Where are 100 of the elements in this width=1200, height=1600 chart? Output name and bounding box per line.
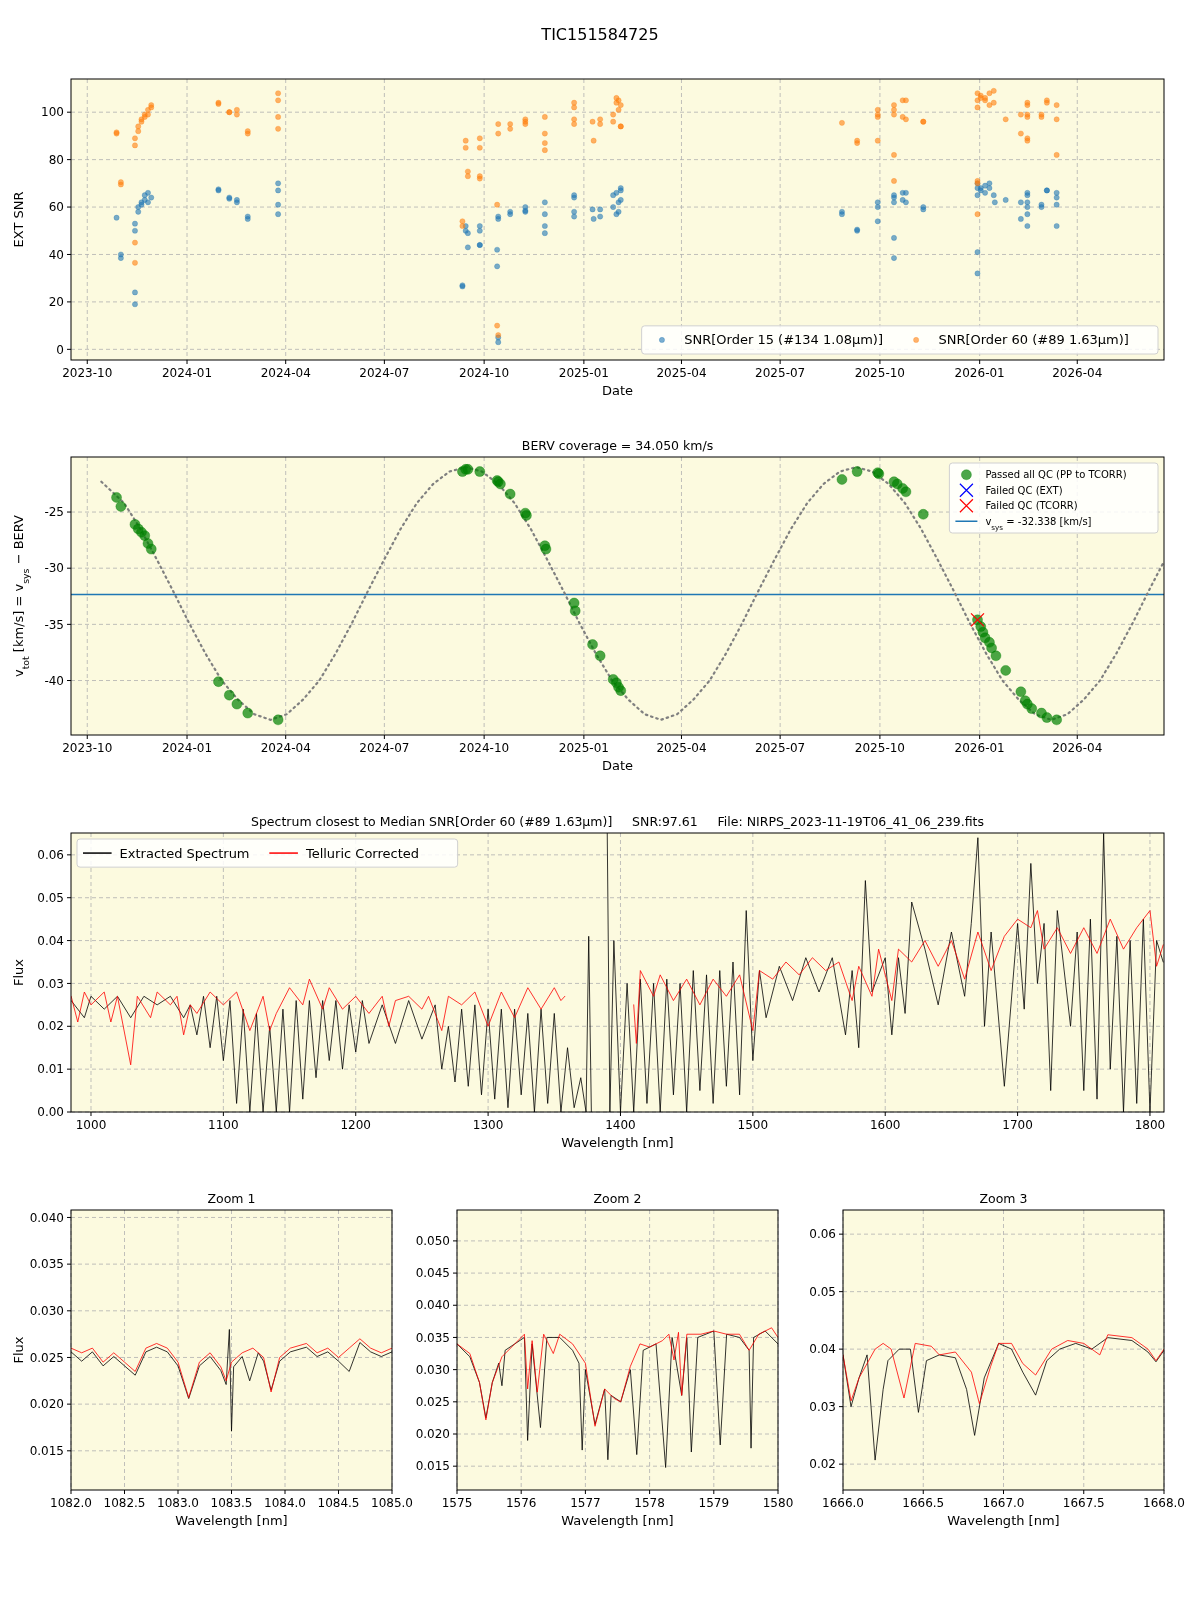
x-tick-label: 1700: [1002, 1118, 1033, 1132]
x-tick-label: 2025-07: [755, 366, 806, 380]
y-axis-title: Flux: [11, 1336, 26, 1364]
y-tick-label: 100: [41, 105, 64, 120]
x-tick-label: 2024-01: [161, 366, 213, 380]
x-tick-label: 1800: [1134, 1118, 1166, 1132]
y-tick-label: 0.02: [809, 1457, 836, 1472]
y-tick-label: 80: [48, 152, 64, 167]
legend-label: Telluric Corrected: [304, 845, 420, 861]
x-tick-label: 2024-10: [459, 366, 510, 380]
y-tick-label: 0.035: [415, 1330, 450, 1345]
x-tick-label: 2025-10: [854, 741, 905, 755]
x-tick-label: 1085.0: [371, 1496, 413, 1510]
y-tick-label: 0.020: [415, 1427, 450, 1442]
x-tick-label: 2024-04: [260, 741, 311, 755]
x-tick-label: 1575: [441, 1496, 473, 1510]
y-tick-label: 0.03: [37, 976, 64, 991]
y-tick-label: 20: [48, 295, 64, 310]
x-tick-label: 2025-04: [656, 366, 707, 380]
y-tick-label: -30: [44, 561, 64, 576]
y-tick-label: -40: [44, 673, 64, 688]
x-tick-label: 2024-10: [459, 741, 510, 755]
x-tick-label: 2025-07: [755, 741, 806, 755]
x-tick-label: 2026-04: [1052, 741, 1103, 755]
y-tick-label: 0.040: [29, 1210, 64, 1225]
x-axis-title: Date: [601, 758, 634, 773]
x-tick-label: 1082.5: [103, 1496, 146, 1510]
y-tick-label: 0.06: [37, 848, 64, 863]
legend-label: Extracted Spectrum: [119, 845, 250, 861]
y-tick-label: 0.045: [415, 1266, 450, 1281]
y-tick-label: 0.030: [29, 1304, 64, 1318]
x-tick-label: 1666.0: [822, 1496, 864, 1510]
x-tick-label: 2025-01: [558, 741, 609, 755]
chart-title: Zoom 1: [207, 1191, 256, 1206]
y-tick-label: 0.040: [415, 1298, 450, 1313]
y-tick-label: 0.030: [415, 1362, 450, 1377]
y-tick-label: 0.050: [415, 1234, 450, 1249]
legend-label: SNR[Order 15 (#134 1.08μm)]: [684, 332, 884, 348]
legend-label: Failed QC (TCORR): [985, 500, 1078, 512]
x-tick-label: 1083.5: [210, 1496, 253, 1510]
y-tick-label: 0.02: [37, 1019, 64, 1034]
y-tick-label: 0.035: [29, 1257, 64, 1272]
y-tick-label: 0.06: [809, 1227, 836, 1242]
x-tick-label: 1300: [472, 1118, 504, 1132]
x-tick-label: 1580: [762, 1496, 794, 1510]
y-axis-title: EXT SNR: [11, 191, 26, 248]
x-axis-title: Wavelength [nm]: [175, 1513, 288, 1528]
x-tick-label: 2025-10: [854, 366, 905, 380]
x-tick-label: 1400: [605, 1118, 636, 1132]
x-tick-label: 1084.0: [264, 1496, 306, 1510]
x-tick-label: 2024-04: [260, 366, 311, 380]
x-axis-title: Date: [601, 383, 634, 398]
x-tick-label: 1000: [75, 1118, 107, 1132]
legend-label: v$_{sys}$ = -32.338 [km/s]: [985, 515, 1092, 532]
legend-label: SNR[Order 60 (#89 1.63μm)]: [938, 332, 1129, 348]
x-tick-label: 2026-04: [1052, 366, 1103, 380]
chart-title: Zoom 3: [979, 1191, 1028, 1206]
chart-title: BERV coverage = 34.050 km/s: [521, 438, 714, 453]
x-tick-label: 1600: [869, 1118, 901, 1132]
y-tick-label: 0: [56, 342, 64, 357]
x-tick-label: 1667.0: [982, 1496, 1025, 1510]
x-tick-label: 1082.0: [50, 1496, 92, 1510]
chart-title: TIC151584725: [540, 25, 659, 44]
x-axis-title: Wavelength [nm]: [561, 1135, 674, 1150]
legend-label: Failed QC (EXT): [985, 484, 1063, 496]
x-tick-label: 1666.5: [902, 1496, 945, 1510]
y-tick-label: 0.01: [37, 1062, 64, 1077]
x-tick-label: 2024-07: [359, 741, 410, 755]
x-tick-label: 1200: [340, 1118, 372, 1132]
x-tick-label: 1577: [570, 1496, 601, 1510]
x-axis-title: Wavelength [nm]: [947, 1513, 1060, 1528]
x-tick-label: 1084.5: [317, 1496, 360, 1510]
x-tick-label: 2025-04: [656, 741, 707, 755]
y-tick-label: 0.03: [809, 1399, 836, 1414]
x-tick-label: 2026-01: [954, 741, 1005, 755]
x-tick-label: 1500: [737, 1118, 769, 1132]
chart-title: Spectrum closest to Median SNR[Order 60 (#89 1.63μm)] SNR:97.61 File: NIRPS_2023-11-19T06_41_06_239.fits: [251, 814, 984, 829]
x-tick-label: 2024-01: [161, 741, 213, 755]
x-tick-label: 1667.5: [1062, 1496, 1105, 1510]
y-tick-label: 0.04: [37, 933, 64, 948]
x-tick-label: 1579: [698, 1496, 730, 1510]
x-tick-label: 1668.0: [1143, 1496, 1185, 1510]
y-tick-label: 40: [48, 247, 64, 262]
y-tick-label: 0.00: [37, 1105, 64, 1120]
x-axis-title: Wavelength [nm]: [561, 1513, 674, 1528]
y-tick-label: 0.025: [29, 1350, 64, 1365]
y-tick-label: 0.020: [29, 1397, 64, 1412]
y-tick-label: 0.05: [37, 890, 64, 905]
x-tick-label: 2026-01: [954, 366, 1005, 380]
x-tick-label: 1083.0: [157, 1496, 199, 1510]
x-tick-label: 2025-01: [558, 366, 609, 380]
x-tick-label: 1100: [208, 1118, 239, 1132]
y-tick-label: -35: [44, 617, 64, 632]
x-tick-label: 2024-07: [359, 366, 410, 380]
y-tick-label: 0.04: [809, 1342, 836, 1357]
y-tick-label: 60: [48, 200, 64, 215]
x-tick-label: 1576: [505, 1496, 537, 1510]
x-tick-label: 2023-10: [62, 366, 113, 380]
y-tick-label: -25: [44, 505, 64, 520]
y-tick-label: 0.05: [809, 1284, 836, 1299]
